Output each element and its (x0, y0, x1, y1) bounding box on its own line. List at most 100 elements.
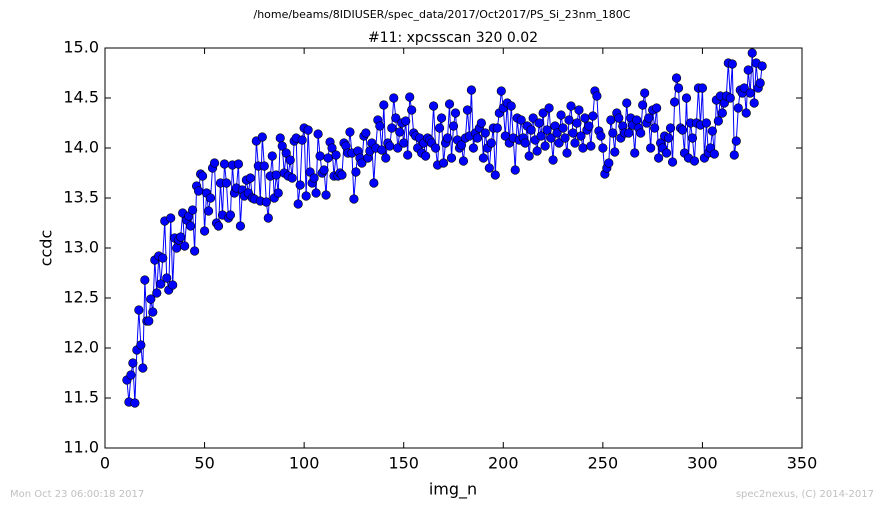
y-tick-label: 13.0 (63, 238, 99, 257)
data-point (532, 146, 542, 156)
data-point (233, 159, 244, 169)
data-point (275, 133, 285, 143)
data-point (749, 98, 759, 108)
y-tick-label: 14.0 (63, 138, 99, 157)
y-tick-label: 15.0 (63, 38, 99, 57)
data-point (321, 190, 331, 200)
data-point (448, 121, 459, 131)
data-point (546, 133, 556, 143)
data-point (387, 123, 397, 133)
data-point (747, 48, 757, 58)
data-point (462, 105, 473, 115)
data-point (297, 135, 307, 145)
data-point (687, 133, 698, 143)
data-point (667, 157, 678, 167)
data-point (303, 125, 313, 135)
x-tick-label: 100 (289, 454, 320, 473)
data-point (568, 128, 578, 138)
data-point (130, 398, 140, 408)
data-point (480, 128, 490, 138)
y-tick-label: 12.0 (63, 338, 99, 357)
data-point (673, 83, 684, 93)
data-point (644, 113, 654, 123)
data-point (671, 73, 682, 83)
data-point (261, 197, 271, 207)
data-point (554, 138, 564, 148)
data-point (197, 171, 208, 181)
y-tick-label: 12.5 (63, 288, 99, 307)
data-point (323, 153, 333, 163)
data-point (578, 143, 588, 153)
data-point (446, 153, 457, 163)
data-point (399, 138, 409, 148)
data-point (731, 136, 741, 146)
x-tick-label: 350 (787, 454, 818, 473)
data-point (456, 140, 467, 150)
data-point (596, 131, 606, 141)
x-tick-label: 150 (388, 454, 419, 473)
data-point (536, 131, 546, 141)
y-axis-label: ccdc (37, 230, 56, 267)
data-point (739, 83, 749, 93)
data-point (205, 193, 216, 203)
data-point (572, 118, 582, 128)
data-point (235, 221, 246, 231)
data-point (225, 210, 236, 220)
data-point (391, 113, 401, 123)
data-point (281, 148, 291, 158)
data-point (622, 98, 632, 108)
data-point (361, 128, 371, 138)
data-point (584, 121, 594, 131)
footer-date: Mon Oct 23 06:00:18 2017 (10, 489, 144, 500)
data-point (188, 205, 198, 215)
data-point (697, 83, 708, 93)
data-point (309, 173, 319, 183)
data-point (624, 128, 634, 138)
data-point (393, 143, 403, 153)
data-point (755, 78, 765, 88)
data-point (134, 305, 144, 315)
data-point (548, 155, 558, 165)
data-point (733, 103, 743, 113)
data-point (552, 128, 562, 138)
data-point (176, 232, 186, 242)
data-point (428, 101, 439, 111)
data-point (403, 150, 413, 160)
data-point (407, 105, 417, 115)
data-point (564, 115, 574, 125)
y-tick-label: 11.5 (63, 388, 99, 407)
data-point (604, 158, 614, 168)
data-point (542, 125, 552, 135)
data-point (313, 129, 323, 139)
data-point (379, 100, 389, 110)
data-point (331, 150, 341, 160)
data-point (152, 288, 162, 298)
data-point (369, 178, 379, 188)
y-tick-label: 14.5 (63, 88, 99, 107)
data-point (580, 113, 590, 123)
data-point (193, 186, 204, 196)
x-tick-label: 250 (588, 454, 619, 473)
data-point (677, 125, 688, 135)
data-point (257, 132, 267, 142)
data-point (570, 138, 580, 148)
data-point (158, 253, 168, 263)
data-point (576, 131, 586, 141)
data-point (544, 103, 554, 113)
data-point (351, 167, 361, 177)
data-point (389, 93, 399, 103)
data-point (213, 221, 224, 231)
data-point (516, 115, 526, 125)
data-point (245, 173, 255, 183)
data-point (263, 213, 273, 223)
data-point (640, 88, 650, 98)
data-point (638, 100, 648, 110)
data-point (450, 108, 461, 118)
data-point (745, 88, 755, 98)
y-tick-label: 11.0 (63, 438, 99, 457)
data-point (421, 151, 431, 161)
data-point (327, 143, 337, 153)
data-point (707, 126, 717, 136)
data-point (126, 370, 136, 380)
